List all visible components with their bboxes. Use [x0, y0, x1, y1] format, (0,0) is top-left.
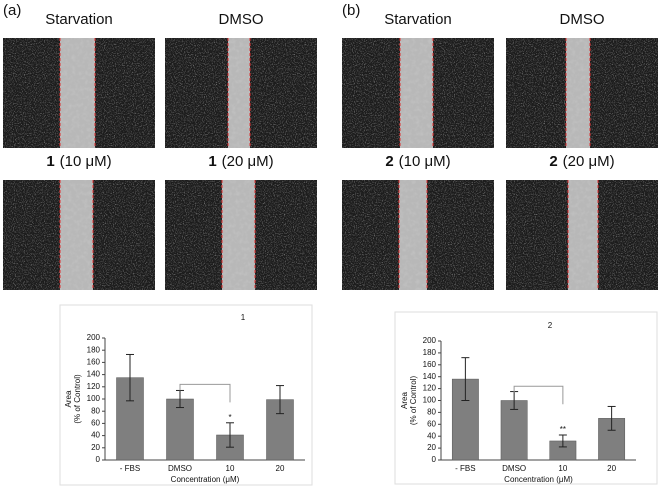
significance-mark: **: [560, 425, 566, 434]
image-condition: (20 μM): [563, 153, 615, 170]
gap-texture: [399, 180, 427, 290]
comparison-bracket: [179, 383, 231, 403]
bar: [166, 398, 194, 461]
y-tick-label: 160: [87, 358, 101, 367]
x-axis-label: Concentration (μM): [171, 475, 240, 484]
image-condition: (10 μM): [60, 153, 112, 170]
x-axis-label: Concentration (μM): [504, 475, 573, 484]
image-title: 2 (10 μM): [385, 153, 450, 170]
y-tick-label: 80: [91, 406, 100, 415]
compound-number: 2: [385, 153, 393, 170]
image-title: DMSO: [560, 11, 605, 28]
error-bar: [461, 357, 470, 401]
y-tick-label: 0: [432, 455, 437, 464]
significance-mark: *: [228, 413, 231, 422]
y-tick-label: 80: [427, 408, 436, 417]
chart-title: 1: [241, 313, 246, 322]
error-bar: [226, 422, 234, 448]
image-condition: (10 μM): [399, 153, 451, 170]
error-bar: [276, 385, 284, 415]
y-tick-label: 200: [87, 333, 101, 342]
y-tick-label: 140: [87, 370, 101, 379]
comparison-bracket: [513, 385, 564, 405]
error-bar: [558, 434, 567, 448]
y-tick-label: 20: [91, 443, 100, 452]
image-title: Starvation: [384, 11, 452, 28]
image-title: 1 (10 μM): [46, 153, 111, 170]
panel-label: (b): [342, 2, 360, 19]
gap-texture: [228, 38, 250, 148]
y-tick-label: 140: [423, 372, 437, 381]
x-tick-label: 10: [558, 464, 567, 473]
x-tick-label: 10: [226, 464, 235, 473]
image-title: 2 (20 μM): [549, 153, 614, 170]
gap-texture: [400, 38, 433, 148]
gap-texture: [60, 180, 93, 290]
y-tick-label: 100: [87, 394, 101, 403]
x-tick-label: - FBS: [120, 464, 140, 473]
error-bar: [607, 405, 616, 431]
y-tick-label: 180: [423, 348, 437, 357]
y-tick-label: 0: [96, 455, 101, 464]
x-tick-label: - FBS: [455, 464, 475, 473]
image-condition: (20 μM): [222, 153, 274, 170]
chart-frame: [394, 311, 658, 485]
y-axis-label-line: Area: [400, 392, 409, 409]
y-tick-label: 40: [427, 431, 436, 440]
y-tick-label: 180: [87, 345, 101, 354]
y-axis-label-line: (% of Control): [73, 374, 82, 424]
gap-texture: [222, 180, 255, 290]
gap-texture: [566, 38, 590, 148]
y-tick-label: 100: [423, 396, 437, 405]
y-tick-label: 60: [91, 419, 100, 428]
x-tick-label: DMSO: [502, 464, 526, 473]
compound-number: 1: [46, 153, 54, 170]
image-title: DMSO: [219, 11, 264, 28]
y-axis-label: Area(% of Control): [400, 375, 418, 425]
chart-frame: [59, 304, 313, 486]
error-bar: [126, 353, 134, 402]
y-tick-label: 120: [87, 382, 101, 391]
y-tick-label: 120: [423, 384, 437, 393]
y-tick-label: 160: [423, 360, 437, 369]
y-tick-label: 40: [91, 431, 100, 440]
error-bar: [176, 389, 184, 409]
y-axis-label-line: (% of Control): [409, 375, 418, 425]
image-title: Starvation: [45, 11, 113, 28]
image-title: 1 (20 μM): [208, 153, 273, 170]
panel-label: (a): [3, 2, 21, 19]
chart-title: 2: [548, 321, 553, 330]
compound-number: 1: [208, 153, 216, 170]
y-tick-label: 20: [427, 443, 436, 452]
compound-number: 2: [549, 153, 557, 170]
x-tick-label: 20: [607, 464, 616, 473]
gap-texture: [568, 180, 598, 290]
y-tick-label: 200: [423, 336, 437, 345]
x-tick-label: DMSO: [168, 464, 192, 473]
y-axis-label-line: Area: [64, 390, 73, 407]
y-axis-label: Area(% of Control): [64, 374, 82, 424]
gap-texture: [60, 38, 95, 148]
x-tick-label: 20: [276, 464, 285, 473]
y-tick-label: 60: [427, 419, 436, 428]
